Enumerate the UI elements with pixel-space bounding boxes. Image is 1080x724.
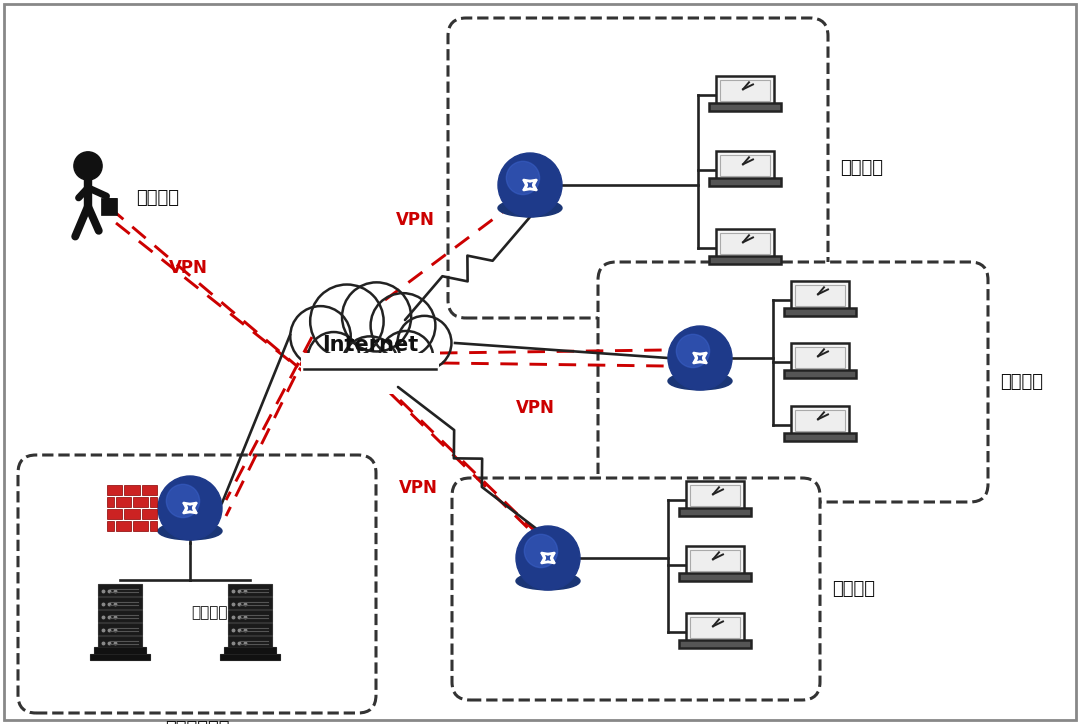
Text: VPN: VPN (168, 259, 207, 277)
Circle shape (379, 331, 433, 385)
FancyBboxPatch shape (98, 623, 141, 634)
Ellipse shape (669, 372, 732, 390)
Circle shape (397, 316, 451, 370)
FancyBboxPatch shape (107, 485, 122, 495)
FancyBboxPatch shape (784, 370, 856, 379)
FancyBboxPatch shape (679, 508, 751, 516)
FancyBboxPatch shape (791, 406, 849, 435)
FancyBboxPatch shape (228, 623, 272, 634)
Text: 上海总部机构: 上海总部机构 (165, 720, 229, 724)
FancyBboxPatch shape (784, 433, 856, 442)
Circle shape (507, 161, 540, 195)
Circle shape (342, 282, 411, 351)
FancyBboxPatch shape (228, 584, 272, 596)
Text: 北京分部: 北京分部 (840, 159, 883, 177)
FancyBboxPatch shape (94, 647, 146, 654)
Circle shape (291, 306, 351, 366)
FancyBboxPatch shape (98, 584, 141, 596)
FancyBboxPatch shape (448, 18, 828, 318)
Text: VPN: VPN (515, 399, 554, 417)
Circle shape (166, 484, 200, 518)
FancyBboxPatch shape (107, 521, 113, 531)
FancyBboxPatch shape (116, 497, 131, 507)
Circle shape (340, 315, 401, 375)
Ellipse shape (498, 199, 562, 217)
FancyBboxPatch shape (690, 550, 740, 571)
FancyBboxPatch shape (795, 411, 845, 431)
FancyBboxPatch shape (686, 547, 744, 575)
FancyBboxPatch shape (228, 610, 272, 621)
Circle shape (669, 326, 732, 390)
Circle shape (516, 526, 580, 590)
FancyBboxPatch shape (116, 521, 131, 531)
FancyBboxPatch shape (228, 636, 272, 647)
FancyBboxPatch shape (710, 256, 781, 264)
FancyBboxPatch shape (679, 573, 751, 581)
FancyBboxPatch shape (98, 597, 141, 608)
FancyBboxPatch shape (720, 80, 770, 101)
FancyBboxPatch shape (4, 4, 1076, 720)
FancyBboxPatch shape (716, 151, 774, 180)
FancyBboxPatch shape (710, 178, 781, 186)
FancyBboxPatch shape (141, 509, 157, 519)
FancyBboxPatch shape (107, 509, 122, 519)
Circle shape (370, 293, 435, 358)
FancyBboxPatch shape (98, 610, 141, 621)
FancyBboxPatch shape (300, 353, 440, 394)
Text: 上海总部: 上海总部 (1000, 373, 1043, 391)
Circle shape (310, 285, 383, 358)
Ellipse shape (516, 572, 580, 590)
FancyBboxPatch shape (150, 497, 157, 507)
FancyBboxPatch shape (453, 478, 820, 700)
FancyBboxPatch shape (220, 654, 280, 660)
FancyBboxPatch shape (795, 285, 845, 306)
Text: 杭州分部: 杭州分部 (832, 580, 875, 598)
Circle shape (676, 334, 710, 368)
FancyBboxPatch shape (690, 485, 740, 506)
FancyBboxPatch shape (679, 640, 751, 648)
FancyBboxPatch shape (141, 485, 157, 495)
Circle shape (342, 337, 399, 392)
FancyBboxPatch shape (104, 201, 117, 214)
FancyBboxPatch shape (133, 497, 148, 507)
FancyBboxPatch shape (791, 282, 849, 310)
FancyBboxPatch shape (716, 77, 774, 105)
Circle shape (158, 476, 222, 540)
FancyBboxPatch shape (686, 613, 744, 642)
FancyBboxPatch shape (720, 156, 770, 176)
FancyBboxPatch shape (228, 597, 272, 608)
FancyBboxPatch shape (686, 481, 744, 510)
Circle shape (308, 332, 360, 384)
FancyBboxPatch shape (18, 455, 376, 713)
Circle shape (498, 153, 562, 217)
FancyBboxPatch shape (710, 103, 781, 111)
FancyBboxPatch shape (784, 308, 856, 316)
FancyBboxPatch shape (720, 233, 770, 254)
FancyBboxPatch shape (133, 521, 148, 531)
Ellipse shape (158, 522, 222, 540)
FancyBboxPatch shape (598, 262, 988, 502)
FancyBboxPatch shape (98, 636, 141, 647)
Text: 出差人员: 出差人员 (136, 189, 179, 207)
FancyBboxPatch shape (124, 509, 139, 519)
FancyBboxPatch shape (224, 647, 276, 654)
Text: Internet: Internet (322, 335, 418, 355)
FancyBboxPatch shape (795, 348, 845, 368)
FancyBboxPatch shape (716, 230, 774, 258)
FancyBboxPatch shape (791, 343, 849, 372)
FancyBboxPatch shape (107, 497, 113, 507)
FancyBboxPatch shape (690, 618, 740, 638)
FancyBboxPatch shape (150, 521, 157, 531)
Text: VPN: VPN (395, 211, 434, 229)
Circle shape (73, 152, 103, 180)
Circle shape (524, 534, 557, 568)
FancyBboxPatch shape (124, 485, 139, 495)
Text: 服务器组: 服务器组 (192, 605, 228, 620)
Text: VPN: VPN (399, 479, 437, 497)
FancyBboxPatch shape (90, 654, 150, 660)
